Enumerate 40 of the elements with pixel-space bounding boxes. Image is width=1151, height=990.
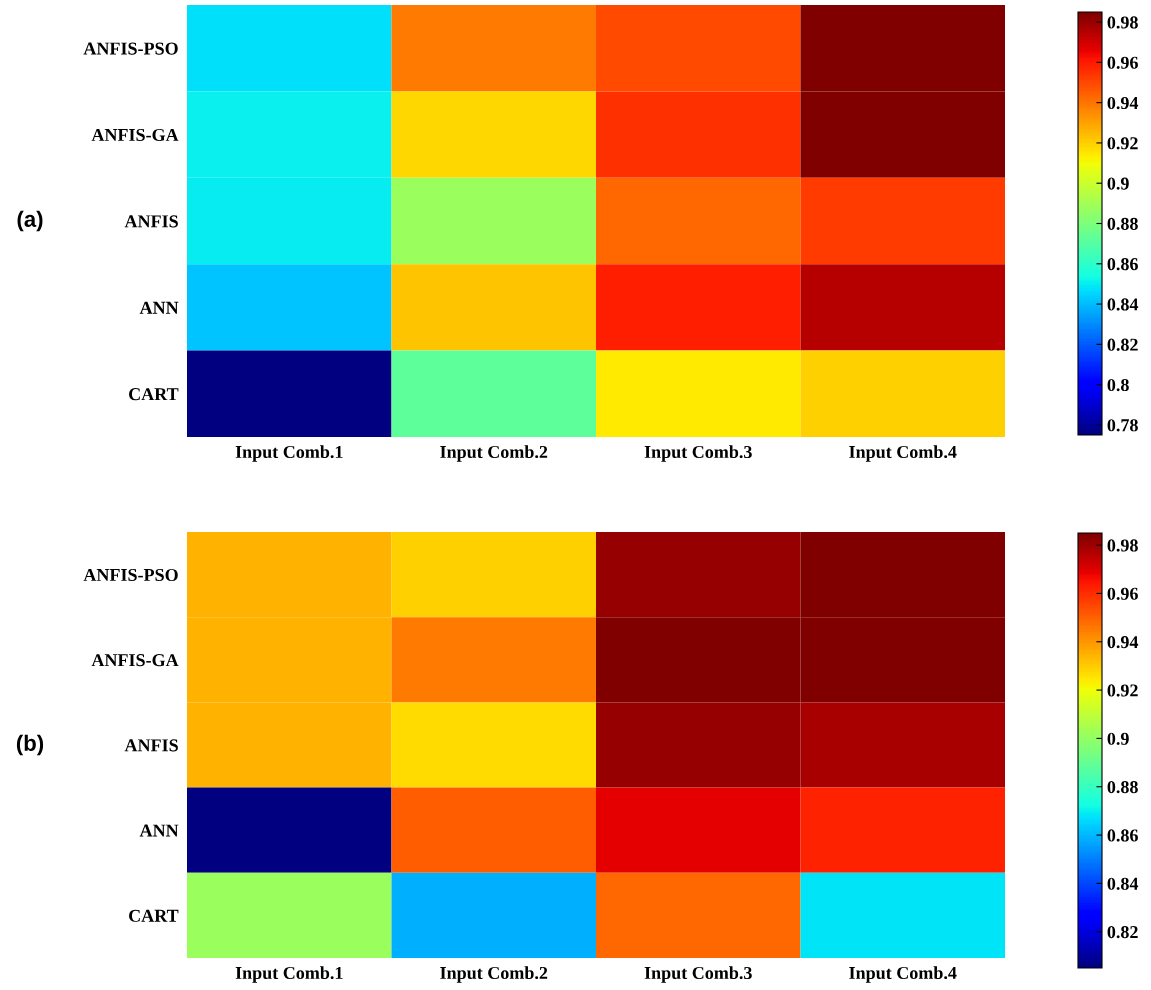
- y-tick-label: ANN: [139, 301, 179, 314]
- y-tick-label: ANFIS: [124, 215, 178, 228]
- x-tick-label: Input Comb.1: [235, 445, 343, 462]
- color-bar-label: 0.92: [1107, 137, 1138, 150]
- x-tick-label: Input Comb.2: [440, 966, 548, 983]
- y-tick-label: ANFIS-GA: [91, 128, 179, 142]
- x-tick-label: Input Comb.2: [440, 445, 548, 462]
- text: (a): [17, 210, 43, 232]
- x-tick-label: Input Comb.4: [849, 445, 957, 462]
- y-tick-label: ANFIS: [124, 739, 178, 752]
- y-tick-label: ANFIS-GA: [91, 654, 179, 667]
- color-bar-label: 0.96: [1107, 587, 1138, 600]
- color-bar-label: 0.94: [1107, 636, 1139, 649]
- color-bar-label: 0.96: [1107, 56, 1138, 69]
- x-tick-label: Input Comb.3: [644, 445, 752, 462]
- color-bar-label: 0.82: [1107, 926, 1138, 939]
- color-bar-label: 0.88: [1107, 217, 1138, 231]
- color-bar-label: 0.98: [1107, 16, 1138, 29]
- y-tick-label: CART: [129, 388, 179, 401]
- color-bar-label: 0.82: [1107, 338, 1138, 351]
- color-bar-label: 0.78: [1107, 419, 1138, 432]
- color-bar-label: 0.92: [1107, 684, 1138, 697]
- x-tick-label: Input Comb.1: [235, 966, 343, 983]
- x-tick-label: Input Comb.3: [644, 966, 752, 983]
- y-tick-label: ANN: [139, 824, 179, 837]
- x-tick-label: Input Comb.4: [849, 966, 957, 983]
- color-bar-label: 0.8: [1107, 378, 1129, 392]
- y-tick-label: ANFIS-PSO: [83, 42, 178, 55]
- color-bar-label: 0.9: [1107, 732, 1129, 745]
- color-bar-label: 0.98: [1107, 539, 1138, 552]
- color-bar-label: 0.88: [1107, 781, 1138, 794]
- color-bar-label: 0.86: [1107, 258, 1138, 271]
- y-tick-label: ANFIS-PSO: [83, 568, 178, 582]
- color-bar-label: 0.94: [1107, 96, 1139, 110]
- text: (b): [16, 734, 44, 756]
- y-tick-label: CART: [129, 909, 179, 922]
- color-bar-label: 0.86: [1107, 829, 1138, 842]
- color-bar-label: 0.9: [1107, 177, 1129, 190]
- color-bar-label: 0.84: [1107, 298, 1139, 311]
- color-bar-label: 0.84: [1107, 877, 1139, 890]
